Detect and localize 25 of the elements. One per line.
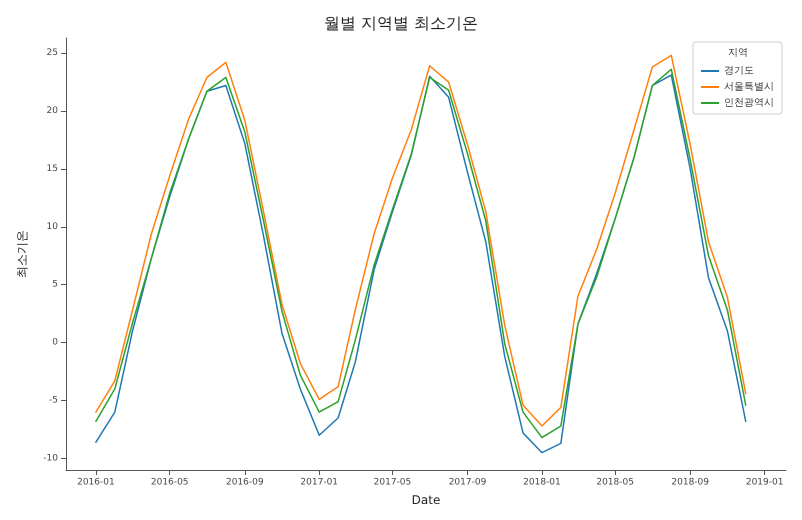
y-tick-label: -10 — [43, 453, 58, 464]
x-tick-label: 2016-09 — [226, 478, 264, 488]
legend-label: 서울특별시 — [724, 82, 774, 92]
y-tick-label: 5 — [52, 280, 58, 290]
y-tick-label: -5 — [49, 396, 58, 406]
x-tick-label: 2016-05 — [150, 478, 189, 488]
legend-label: 인천광역시 — [724, 98, 774, 108]
y-axis-title: 최소기온 — [15, 230, 29, 278]
x-tick-label: 2016-01 — [77, 478, 115, 488]
x-tick-label: 2017-01 — [300, 478, 338, 488]
y-tick-label: 10 — [46, 222, 58, 232]
x-tick-label: 2019-01 — [746, 478, 784, 488]
x-tick-label: 2017-09 — [448, 478, 487, 488]
x-tick-label: 2018-01 — [523, 478, 561, 488]
y-tick-label: 15 — [46, 164, 58, 174]
legend-title: 지역 — [728, 48, 748, 58]
legend-label: 경기도 — [724, 66, 754, 76]
y-tick-label: 20 — [46, 106, 58, 116]
chart-title: 월별 지역별 최소기온 — [324, 14, 478, 32]
x-axis-title: Date — [412, 493, 440, 507]
y-tick-label: 0 — [52, 338, 58, 348]
x-tick-label: 2017-05 — [374, 478, 412, 488]
x-tick-label: 2018-09 — [671, 478, 710, 488]
y-tick-label: 25 — [46, 48, 58, 58]
x-tick-label: 2018-05 — [596, 478, 634, 488]
